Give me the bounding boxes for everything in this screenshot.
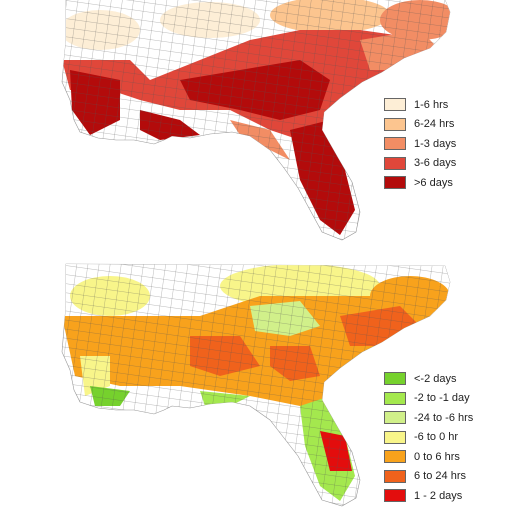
legend-item: -6 to 0 hr [384, 428, 473, 448]
legend-item: 1 - 2 days [384, 486, 473, 506]
legend-label: 0 to 6 hrs [414, 450, 460, 463]
legend-swatch [384, 391, 406, 405]
legend-swatch [384, 98, 406, 112]
legend-label: 3-6 days [414, 157, 457, 170]
legend-item: 6 to 24 hrs [384, 467, 473, 487]
legend-item: >6 days [384, 173, 456, 193]
legend-label: >6 days [414, 176, 453, 189]
legend-label: <-2 days [414, 372, 457, 385]
legend-swatch [384, 430, 406, 444]
legend-swatch [384, 450, 406, 464]
legend-label: 1 - 2 days [414, 489, 463, 502]
legend-label: -24 to -6 hrs [414, 411, 474, 424]
legend-item: <-2 days [384, 369, 473, 389]
legend-label: 1-3 days [414, 137, 457, 150]
legend-swatch [384, 156, 406, 170]
legend-item: 3-6 days [384, 154, 456, 174]
legend-item: -24 to -6 hrs [384, 408, 473, 428]
legend-swatch [384, 469, 406, 483]
legend-item: 6-24 hrs [384, 115, 456, 135]
legend-label: 1-6 hrs [414, 98, 449, 111]
legend-swatch [384, 489, 406, 503]
legend-item: 1-3 days [384, 134, 456, 154]
legend-label: 6 to 24 hrs [414, 470, 466, 483]
top-choropleth-map: 1-6 hrs 6-24 hrs 1-3 days 3-6 days >6 days [61, 0, 456, 241]
bottom-map-svg [61, 263, 451, 507]
legend-item: -2 to -1 day [384, 389, 473, 409]
legend-label: -2 to -1 day [414, 392, 470, 405]
bottom-map-legend: <-2 days -2 to -1 day -24 to -6 hrs -6 to 0… [384, 369, 473, 506]
legend-item: 0 to 6 hrs [384, 447, 473, 467]
legend-label: 6-24 hrs [414, 118, 455, 131]
bottom-choropleth-map: <-2 days -2 to -1 day -24 to -6 hrs -6 to 0… [0, 256, 512, 512]
legend-swatch [384, 411, 406, 425]
legend-label: -6 to 0 hr [414, 431, 459, 444]
legend-swatch [384, 372, 406, 386]
legend-item: 1-6 hrs [384, 95, 456, 115]
legend-swatch [384, 117, 406, 131]
legend-swatch [384, 137, 406, 151]
legend-swatch [384, 176, 406, 190]
top-map-legend: 1-6 hrs 6-24 hrs 1-3 days 3-6 days >6 days [384, 95, 456, 193]
